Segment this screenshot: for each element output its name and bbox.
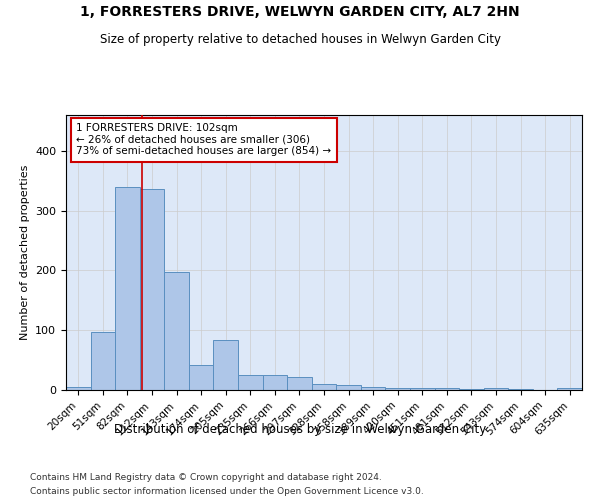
Bar <box>140 189 164 390</box>
Bar <box>115 186 140 390</box>
Bar <box>164 272 189 390</box>
Text: 1, FORRESTERS DRIVE, WELWYN GARDEN CITY, AL7 2HN: 1, FORRESTERS DRIVE, WELWYN GARDEN CITY,… <box>80 5 520 19</box>
Bar <box>263 375 287 390</box>
Bar <box>361 387 385 390</box>
Text: Contains HM Land Registry data © Crown copyright and database right 2024.: Contains HM Land Registry data © Crown c… <box>30 472 382 482</box>
Text: Distribution of detached houses by size in Welwyn Garden City: Distribution of detached houses by size … <box>114 422 486 436</box>
Bar <box>312 384 336 390</box>
Bar <box>287 377 312 390</box>
Bar <box>238 375 263 390</box>
Bar <box>91 332 115 390</box>
Bar <box>410 388 434 390</box>
Bar <box>557 388 582 390</box>
Bar <box>385 388 410 390</box>
Bar <box>66 387 91 390</box>
Bar <box>484 388 508 390</box>
Y-axis label: Number of detached properties: Number of detached properties <box>20 165 29 340</box>
Bar <box>214 340 238 390</box>
Text: Size of property relative to detached houses in Welwyn Garden City: Size of property relative to detached ho… <box>100 32 500 46</box>
Text: Contains public sector information licensed under the Open Government Licence v3: Contains public sector information licen… <box>30 488 424 496</box>
Bar <box>336 385 361 390</box>
Text: 1 FORRESTERS DRIVE: 102sqm
← 26% of detached houses are smaller (306)
73% of sem: 1 FORRESTERS DRIVE: 102sqm ← 26% of deta… <box>76 123 331 156</box>
Bar <box>434 388 459 390</box>
Bar <box>189 365 214 390</box>
